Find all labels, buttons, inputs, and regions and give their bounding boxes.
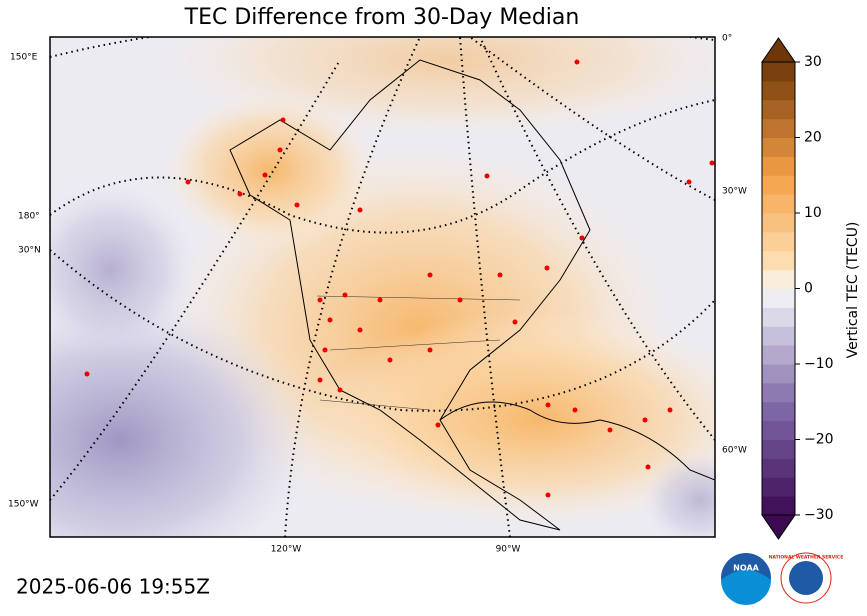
coastline [229,59,591,531]
graticule-label: 180° [18,212,40,222]
nws-logo: NATIONAL WEATHER SERVICE [769,552,844,604]
colorbar-band [762,496,795,516]
colorbar-band [762,175,795,195]
colorbar-tick-label: −30 [804,507,834,523]
colorbar-band [762,345,795,365]
graticule-label: 0° [722,34,732,44]
colorbar-band [762,420,795,440]
logo-wave [721,570,771,605]
colorbar-tick-label: −10 [804,356,834,372]
graticule-label: 150°E [10,53,38,63]
colorbar-band [762,288,795,308]
colorbar-tick-label: 10 [804,205,822,221]
colorbar-band [762,269,795,289]
colorbar-band [762,401,795,422]
colorbar-band [762,213,795,233]
noaa-logo: NOAA [721,553,771,605]
colorbar-tick-label: 20 [804,130,822,146]
colorbar-band [762,439,795,459]
colorbar-band [762,231,795,252]
colorbar-band [762,80,795,101]
colorbar-band [762,194,795,214]
anomaly [310,310,715,530]
colorbar-tick-label: 0 [804,281,813,297]
logo-text: NATIONAL WEATHER SERVICE [769,555,844,561]
colorbar-band [762,62,795,82]
graticule-label: 30°W [722,187,747,197]
colorbar-band [762,137,795,157]
graticule-label: 90°W [496,545,521,555]
coastline [439,401,715,481]
colorbar-label: Vertical TEC (TECU) [845,222,861,359]
graticule-label: 150°W [8,500,39,510]
colorbar-band [762,307,795,327]
colorbar-extend-bottom [761,514,796,540]
colorbar-band [762,118,795,138]
colorbar: −30 −20 −10 0 10 20 30 [761,37,834,540]
colorbar-band [762,156,795,176]
graticule [50,37,715,537]
colorbar-band [762,99,795,120]
logo-inner [789,561,823,595]
colorbar-band [762,382,795,403]
borders [316,295,521,411]
colorbar-band [762,250,795,271]
stations [84,59,715,498]
colorbar-band [762,364,795,384]
graticule-label: 60°W [722,446,747,456]
anomaly [160,90,380,250]
graticule-labels: 150°E 180° 30°N 150°W 120°W 90°W 0° 30°W 60°W [8,34,747,555]
colorbar-tick-label: −20 [804,432,834,448]
colorbar-band [762,458,795,478]
anomaly [640,450,715,537]
map-frame [49,36,716,538]
timestamp: 2025-06-06 19:55Z [16,575,210,599]
colorbar-band [762,477,795,497]
graticule-label: 120°W [271,545,302,555]
anomaly [50,180,200,360]
graticule-label: 30°N [18,246,41,256]
map [50,37,715,537]
colorbar-band [762,326,795,346]
colorbar-tick-label: 30 [804,54,822,70]
logo-text: NOAA [733,564,759,573]
colorbar-extend-top [761,37,796,63]
title: TEC Difference from 30-Day Median [184,5,580,30]
